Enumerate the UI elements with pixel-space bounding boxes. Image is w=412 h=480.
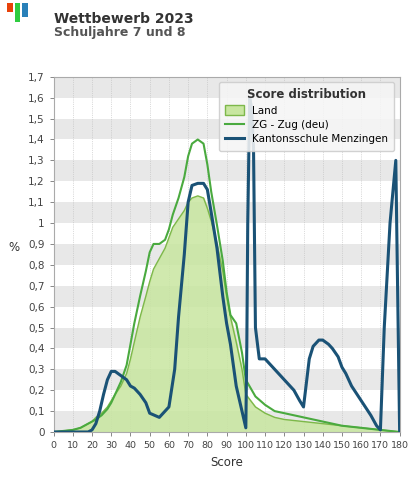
Bar	[54, 77, 400, 98]
Bar	[54, 411, 400, 432]
Bar	[54, 348, 400, 369]
Bar	[54, 327, 400, 348]
Bar	[54, 98, 400, 119]
Bar	[54, 202, 400, 223]
Bar	[7, 3, 13, 12]
Bar	[54, 390, 400, 411]
Y-axis label: %: %	[9, 241, 20, 254]
Bar	[54, 369, 400, 390]
Bar	[54, 244, 400, 265]
Legend: Land, ZG - Zug (deu), Kantonsschule Menzingen: Land, ZG - Zug (deu), Kantonsschule Menz…	[219, 82, 394, 151]
Bar	[54, 286, 400, 307]
Bar	[15, 3, 20, 22]
Bar	[54, 160, 400, 181]
Bar	[54, 223, 400, 244]
Text: Wettbewerb 2023: Wettbewerb 2023	[54, 12, 193, 26]
Bar	[54, 181, 400, 202]
Bar	[54, 119, 400, 140]
X-axis label: Score: Score	[210, 456, 243, 468]
Text: Schuljahre 7 und 8: Schuljahre 7 und 8	[54, 26, 185, 39]
Bar	[54, 307, 400, 327]
Bar	[54, 140, 400, 160]
Bar	[54, 265, 400, 286]
Bar	[22, 3, 28, 17]
